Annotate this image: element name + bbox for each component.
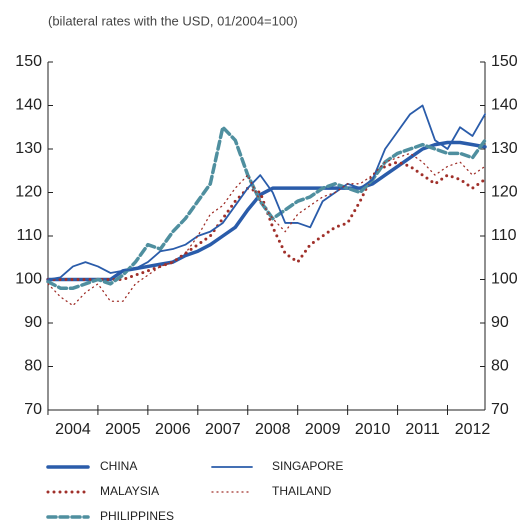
series-line (47, 152, 486, 307)
legend-label: THAILAND (272, 484, 332, 498)
chart-subtitle: (bilateral rates with the USD, 01/2004=1… (48, 13, 298, 28)
y2-tick-label: 70 (491, 401, 509, 418)
legend-label: CHINA (100, 459, 137, 473)
y2-tick-label: 120 (491, 184, 518, 201)
y2-tick-label: 100 (491, 271, 518, 288)
y-tick-label: 80 (24, 358, 42, 375)
legend-label: PHILIPPINES (100, 509, 174, 523)
y-tick-label: 110 (16, 227, 42, 244)
x-tick-label: 2012 (455, 421, 491, 438)
series-line (47, 104, 486, 281)
x-tick-label: 2008 (255, 421, 291, 438)
x-tick-label: 2006 (155, 421, 191, 438)
y-tick-label: 90 (24, 314, 42, 331)
x-tick-label: 2011 (405, 421, 440, 438)
x-tick-label: 2009 (305, 421, 341, 438)
y-tick-label: 140 (15, 97, 42, 114)
y2-tick-label: 150 (491, 53, 518, 70)
x-tick-label: 2004 (55, 421, 91, 438)
y-tick-label: 70 (24, 401, 42, 418)
y-tick-label: 150 (15, 53, 42, 70)
x-tick-label: 2010 (355, 421, 391, 438)
y-tick-label: 120 (15, 184, 42, 201)
x-tick-label: 2005 (105, 421, 141, 438)
y2-tick-label: 110 (491, 227, 517, 244)
y2-tick-label: 130 (491, 140, 518, 157)
x-tick-label: 2007 (205, 421, 241, 438)
y-tick-label: 130 (15, 140, 42, 157)
y2-tick-label: 90 (491, 314, 509, 331)
y2-tick-label: 80 (491, 358, 509, 375)
y2-tick-label: 140 (491, 97, 518, 114)
series-line (46, 160, 487, 281)
y-tick-label: 100 (15, 271, 42, 288)
legend-label: MALAYSIA (100, 484, 159, 498)
legend-label: SINGAPORE (272, 459, 343, 473)
series-line (46, 140, 487, 282)
